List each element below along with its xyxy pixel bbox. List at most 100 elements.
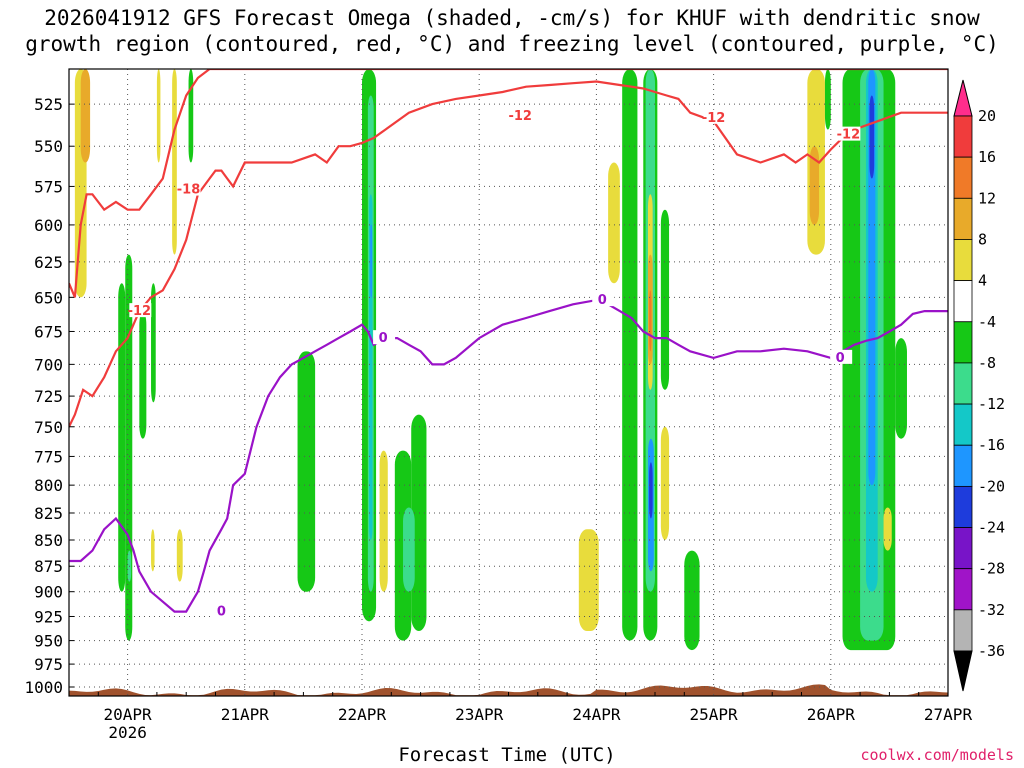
x-tick-label: 22APR <box>338 705 387 724</box>
x-tick-label: 20APR <box>104 705 153 724</box>
colorbar-box <box>953 403 973 446</box>
y-tick-label: 650 <box>34 288 63 307</box>
omega-region <box>809 146 820 225</box>
colorbar-label: 20 <box>978 107 996 125</box>
colorbar-box <box>953 197 973 240</box>
colorbar-box <box>953 444 973 487</box>
y-tick-label: 725 <box>34 387 63 406</box>
contour-label: -12 <box>837 128 861 143</box>
colorbar-label: -8 <box>978 354 996 372</box>
x-tick-label: 26APR <box>807 705 856 724</box>
omega-region <box>188 69 194 163</box>
y-tick-label: 775 <box>34 447 63 466</box>
y-tick-label: 975 <box>34 655 63 674</box>
x-tick-label: 24APR <box>572 705 621 724</box>
x-tick-label: 25APR <box>690 705 739 724</box>
y-tick-label: 750 <box>34 418 63 437</box>
x-tick-label: 27APR <box>924 705 973 724</box>
omega-region <box>869 95 875 179</box>
omega-region <box>172 69 177 255</box>
colorbar-label: 8 <box>978 230 987 248</box>
omega-region <box>80 69 91 163</box>
colorbar-box <box>953 485 973 528</box>
y-tick-label: 900 <box>34 583 63 602</box>
y-tick-label: 1000 <box>24 678 63 697</box>
omega-region <box>824 69 831 130</box>
x-tick-label: 21APR <box>221 705 270 724</box>
colorbar-box <box>953 239 973 282</box>
colorbar-bottom-arrow <box>953 650 973 692</box>
omega-region <box>660 426 670 540</box>
contour-label-bg <box>592 292 615 307</box>
colorbar: 20 16 12 8 4 -4 -8 -12 -16 -20 -24 -28 -32 -36 <box>953 79 1005 692</box>
x-tick-label: 23APR <box>455 705 504 724</box>
omega-region <box>649 462 653 519</box>
omega-region <box>139 311 147 439</box>
colorbar-box <box>953 280 973 323</box>
y-tick-label: 800 <box>34 476 63 495</box>
y-tick-label: 700 <box>34 355 63 374</box>
y-tick-label: 675 <box>34 322 63 341</box>
colorbar-box <box>953 362 973 405</box>
y-tick-label: 850 <box>34 531 63 550</box>
y-tick-label: 575 <box>34 177 63 196</box>
contour-label: 0 <box>379 331 388 346</box>
colorbar-label: -36 <box>978 642 1005 660</box>
omega-region <box>411 414 427 632</box>
omega-region <box>379 450 388 592</box>
omega-region <box>608 162 620 284</box>
omega-region <box>622 69 638 641</box>
colorbar-top-arrow <box>953 79 973 117</box>
contour-label: -12 <box>702 111 726 126</box>
omega-region <box>403 507 415 592</box>
credit-link[interactable]: coolwx.com/models <box>860 746 1014 764</box>
y-tick-label: 625 <box>34 253 63 272</box>
y-axis: 525 550 575 600 625 650 675 700 725 750 775 800 825 8… <box>24 95 74 697</box>
colorbar-box <box>953 156 973 199</box>
omega-shading-layer <box>74 69 907 651</box>
x-tick-sublabel: 2026 <box>108 723 147 742</box>
omega-region <box>151 529 155 572</box>
contour-label: -12 <box>128 304 152 319</box>
colorbar-label: 12 <box>978 189 996 207</box>
chart-title-line-2: growth region (contoured, red, °C) and f… <box>25 32 999 56</box>
terrain-ground <box>69 684 948 696</box>
contour-layer: -18 -12 -12 -12 -12 0 0 0 0 <box>69 69 948 620</box>
contour-label: 0 <box>217 605 226 620</box>
omega-region <box>118 283 126 592</box>
omega-region <box>684 550 700 651</box>
omega-region <box>176 529 183 582</box>
omega-region <box>370 224 373 298</box>
contour-label: 0 <box>836 351 845 366</box>
y-tick-label: 600 <box>34 216 63 235</box>
grid-layer <box>69 69 949 696</box>
contour-label-bg <box>129 303 152 318</box>
colorbar-label: -20 <box>978 477 1005 495</box>
contour-line <box>69 69 948 298</box>
y-tick-label: 925 <box>34 607 63 626</box>
omega-region <box>895 338 907 439</box>
colorbar-box <box>953 321 973 364</box>
terrain-layer <box>69 684 948 696</box>
y-tick-label: 525 <box>34 95 63 114</box>
y-tick-label: 550 <box>34 137 63 156</box>
colorbar-label: -16 <box>978 436 1005 454</box>
colorbar-label: -28 <box>978 560 1005 578</box>
contour-label-bg <box>211 603 234 618</box>
x-axis-title: Forecast Time (UTC) <box>398 744 616 766</box>
omega-region <box>297 351 316 592</box>
colorbar-label: 4 <box>978 272 987 290</box>
omega-region <box>660 209 670 390</box>
y-tick-label: 825 <box>34 504 63 523</box>
y-tick-label: 875 <box>34 557 63 576</box>
colorbar-box <box>953 115 973 158</box>
contour-label: -18 <box>177 183 201 198</box>
contour-label: 0 <box>598 293 607 308</box>
omega-region <box>151 283 156 403</box>
colorbar-label: -4 <box>978 313 996 331</box>
colorbar-label: -32 <box>978 601 1005 619</box>
contour-label-bg <box>830 349 853 364</box>
contour-line <box>69 298 948 613</box>
contour-label-bg <box>373 330 396 345</box>
